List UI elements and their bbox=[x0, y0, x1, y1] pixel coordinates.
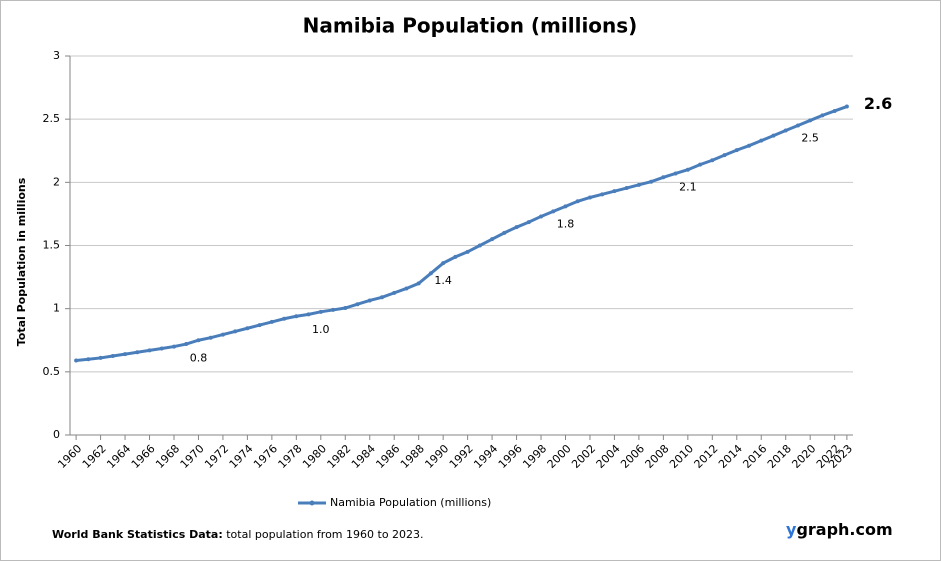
point bbox=[808, 118, 813, 123]
point bbox=[710, 158, 715, 163]
source: World Bank Statistics Data: total popula… bbox=[52, 528, 424, 541]
point bbox=[220, 332, 225, 337]
point bbox=[624, 186, 629, 191]
point bbox=[367, 298, 372, 303]
point bbox=[441, 261, 446, 266]
y-tick-label: 2.5 bbox=[43, 112, 61, 125]
source-label: World Bank Statistics Data: bbox=[52, 528, 223, 541]
point bbox=[490, 237, 495, 242]
y-tick-label: 3 bbox=[53, 49, 60, 62]
point bbox=[526, 220, 531, 225]
point bbox=[477, 243, 482, 248]
point bbox=[453, 254, 458, 259]
point bbox=[649, 179, 654, 184]
point bbox=[514, 225, 519, 230]
point bbox=[306, 312, 311, 317]
point bbox=[208, 335, 213, 340]
point bbox=[698, 162, 703, 167]
point bbox=[257, 323, 262, 328]
point bbox=[575, 199, 580, 204]
point bbox=[343, 306, 348, 311]
point bbox=[318, 309, 323, 314]
point bbox=[196, 338, 201, 343]
point bbox=[123, 352, 128, 357]
value-label: 2.6 bbox=[864, 94, 892, 113]
point bbox=[465, 249, 470, 254]
y-tick-label: 0.5 bbox=[43, 365, 61, 378]
y-tick-label: 2 bbox=[53, 175, 60, 188]
point bbox=[551, 209, 556, 214]
point bbox=[159, 346, 164, 351]
point bbox=[722, 153, 727, 158]
y-tick-label: 1.5 bbox=[43, 239, 61, 252]
value-label: 2.1 bbox=[679, 181, 697, 194]
value-label: 1.4 bbox=[434, 274, 452, 287]
point bbox=[502, 230, 507, 235]
point bbox=[233, 329, 238, 334]
point bbox=[171, 344, 176, 349]
point bbox=[110, 354, 115, 359]
point bbox=[539, 214, 544, 219]
y-tick-label: 1 bbox=[53, 302, 60, 315]
point bbox=[428, 271, 433, 276]
source-text: total population from 1960 to 2023. bbox=[226, 528, 423, 541]
point bbox=[245, 326, 250, 331]
point bbox=[759, 138, 764, 143]
point bbox=[673, 171, 678, 176]
y-axis-label: Total Population in millions bbox=[15, 177, 28, 346]
point bbox=[392, 290, 397, 295]
point bbox=[98, 355, 103, 360]
point bbox=[269, 319, 274, 324]
point bbox=[416, 281, 421, 286]
point bbox=[355, 302, 360, 307]
chart-title: Namibia Population (millions) bbox=[303, 14, 638, 38]
point bbox=[734, 148, 739, 153]
point bbox=[184, 342, 189, 347]
series-line bbox=[75, 105, 848, 362]
legend-label: Namibia Population (millions) bbox=[330, 496, 491, 509]
point bbox=[661, 175, 666, 180]
point bbox=[379, 295, 384, 300]
point bbox=[86, 357, 91, 362]
point bbox=[685, 167, 690, 172]
point bbox=[795, 123, 800, 128]
brand-initial: y bbox=[786, 520, 797, 539]
point bbox=[832, 108, 837, 113]
value-label: 1.0 bbox=[312, 323, 330, 336]
value-label: 2.5 bbox=[801, 131, 819, 144]
legend-marker bbox=[309, 500, 315, 506]
brand: ygraph.com bbox=[786, 520, 893, 539]
y-tick-label: 0 bbox=[53, 428, 60, 441]
point bbox=[600, 192, 605, 197]
point bbox=[820, 113, 825, 118]
value-label: 0.8 bbox=[190, 351, 208, 364]
point bbox=[771, 133, 776, 138]
point bbox=[147, 348, 152, 353]
point bbox=[783, 128, 788, 133]
point bbox=[282, 316, 287, 321]
point bbox=[74, 358, 79, 363]
brand-rest: graph.com bbox=[796, 520, 892, 539]
value-label: 1.8 bbox=[557, 217, 575, 230]
point bbox=[135, 350, 140, 355]
point bbox=[294, 314, 299, 319]
point bbox=[612, 189, 617, 194]
point bbox=[563, 204, 568, 209]
point bbox=[587, 195, 592, 200]
point bbox=[844, 104, 849, 109]
point bbox=[636, 182, 641, 187]
point bbox=[331, 307, 336, 312]
point bbox=[404, 286, 409, 291]
point bbox=[747, 143, 752, 148]
